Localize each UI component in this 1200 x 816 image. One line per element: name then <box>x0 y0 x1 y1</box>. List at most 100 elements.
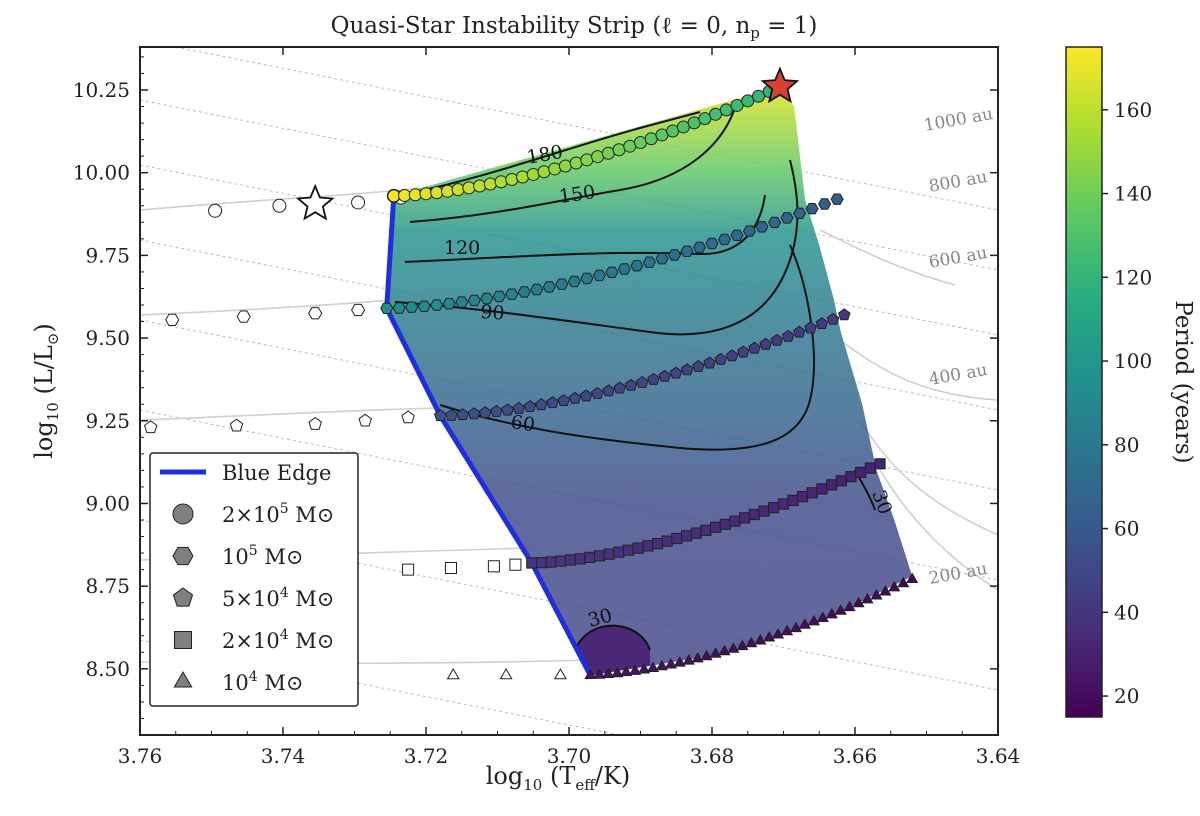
contour-line-90 <box>394 159 799 336</box>
track-0-point-5 <box>440 184 454 198</box>
track-3-point-34 <box>855 466 867 478</box>
track-0-point-12 <box>516 170 530 184</box>
y-tick-label-0: 8.50 <box>85 657 130 681</box>
track-1-point-11 <box>517 286 531 298</box>
track-2-point-12 <box>568 391 582 404</box>
legend-marker-1 <box>172 546 194 566</box>
grey-curve-5 <box>819 229 956 286</box>
y-tick-label-5: 9.75 <box>85 243 130 267</box>
grey-curve-2 <box>140 407 441 421</box>
track-2-point-2 <box>456 408 469 421</box>
track-4-open-point-2 <box>553 668 567 680</box>
track-4-point-8 <box>655 659 668 671</box>
track-0-point-3 <box>419 187 433 201</box>
track-3-point-14 <box>661 535 673 547</box>
au-line-2 <box>140 164 998 336</box>
colorbar-tick-label-3: 80 <box>1114 433 1139 457</box>
track-4-point-14 <box>709 647 722 658</box>
track-1-point-3 <box>417 300 431 312</box>
track-3-open-point-1 <box>444 561 458 575</box>
track-1-point-10 <box>505 288 519 300</box>
track-4-point-25 <box>807 614 820 626</box>
track-0-point-31 <box>719 103 733 117</box>
legend-blue-edge-label: Blue Edge <box>222 461 331 485</box>
red-star-marker <box>760 66 800 104</box>
track-1-point-12 <box>530 283 544 296</box>
track-3-open-point-3 <box>509 558 522 571</box>
track-4-point-18 <box>745 636 758 648</box>
track-4-point-11 <box>682 654 695 665</box>
track-0-point-22 <box>623 139 637 153</box>
track-0-point-0 <box>387 189 401 203</box>
legend-label-0: 2×105 M⊙ <box>222 501 334 527</box>
track-3-point-21 <box>729 515 741 527</box>
track-2-point-36 <box>838 308 851 321</box>
track-2-point-25 <box>714 352 728 365</box>
track-2-point-5 <box>490 404 503 417</box>
track-4-point-9 <box>664 658 677 669</box>
track-3-point-19 <box>709 521 722 533</box>
track-4-point-12 <box>691 651 704 663</box>
track-0-point-18 <box>580 153 594 167</box>
y-tick-label-4: 9.50 <box>85 326 130 350</box>
track-2 <box>143 308 851 434</box>
track-2-open-point-1 <box>229 418 244 432</box>
contour-label-150: 150 <box>558 181 597 208</box>
track-4-point-13 <box>700 649 713 661</box>
track-4-point-7 <box>646 661 660 672</box>
track-0-point-20 <box>601 146 615 160</box>
track-2-point-19 <box>647 372 660 385</box>
track-3-point-12 <box>642 540 654 552</box>
track-4-point-10 <box>673 656 686 667</box>
track-1-point-29 <box>742 225 757 237</box>
legend-label-4: 104 M⊙ <box>222 669 303 695</box>
track-0-point-1 <box>398 188 412 202</box>
x-tick-label-6: 3.64 <box>976 744 1021 768</box>
track-0-point-11 <box>505 172 519 186</box>
track-1-point-21 <box>642 256 656 268</box>
track-4-point-15 <box>718 644 731 656</box>
colorbar-tick-label-7: 160 <box>1114 98 1152 122</box>
track-3-point-23 <box>748 508 760 521</box>
legend-marker-2 <box>172 587 194 607</box>
track-3-point-36 <box>874 458 886 470</box>
track-0-point-14 <box>537 165 551 179</box>
track-2-point-21 <box>669 366 683 379</box>
track-3-point-2 <box>545 556 557 568</box>
track-1-point-9 <box>492 290 506 303</box>
y-tick-label-6: 10.00 <box>73 161 130 185</box>
track-1-point-32 <box>780 212 794 224</box>
track-3-point-3 <box>555 555 567 567</box>
track-3-point-29 <box>806 487 818 499</box>
track-1-point-5 <box>442 298 456 310</box>
track-0-point-8 <box>473 179 487 193</box>
track-4-point-35 <box>897 576 910 588</box>
track-2-open-point-0 <box>143 420 158 434</box>
track-1-open-point-0 <box>165 313 180 327</box>
track-4-point-2 <box>602 667 615 678</box>
x-tick-label-1: 3.74 <box>261 744 306 768</box>
track-0-open-point-1 <box>272 198 287 213</box>
track-2-point-24 <box>703 356 716 369</box>
track-3-point-13 <box>651 537 664 550</box>
track-4-point-24 <box>798 618 811 629</box>
track-3-point-25 <box>767 502 780 514</box>
track-3-point-16 <box>680 530 693 542</box>
colorbar-tick-label-1: 40 <box>1114 600 1139 624</box>
track-1-point-19 <box>617 263 631 275</box>
track-4-point-0 <box>584 668 597 679</box>
track-0-point-7 <box>462 181 476 195</box>
track-2-point-10 <box>546 396 559 409</box>
track-2-point-7 <box>512 401 526 414</box>
track-0-point-13 <box>526 167 540 181</box>
chart-title: Quasi-Star Instability Strip (ℓ = 0, np … <box>331 13 818 42</box>
track-4-point-30 <box>852 596 865 608</box>
track-0-point-16 <box>558 159 572 173</box>
track-2-point-27 <box>737 345 750 358</box>
track-1-point-8 <box>480 292 494 305</box>
x-tick-label-5: 3.66 <box>833 744 878 768</box>
contour-line-150 <box>409 107 736 223</box>
track-3-point-20 <box>719 518 731 530</box>
x-axis-ticks: 3.76 3.74 3.72 3.70 3.68 3.66 3.64 <box>118 47 1021 768</box>
track-2-point-33 <box>804 321 817 334</box>
